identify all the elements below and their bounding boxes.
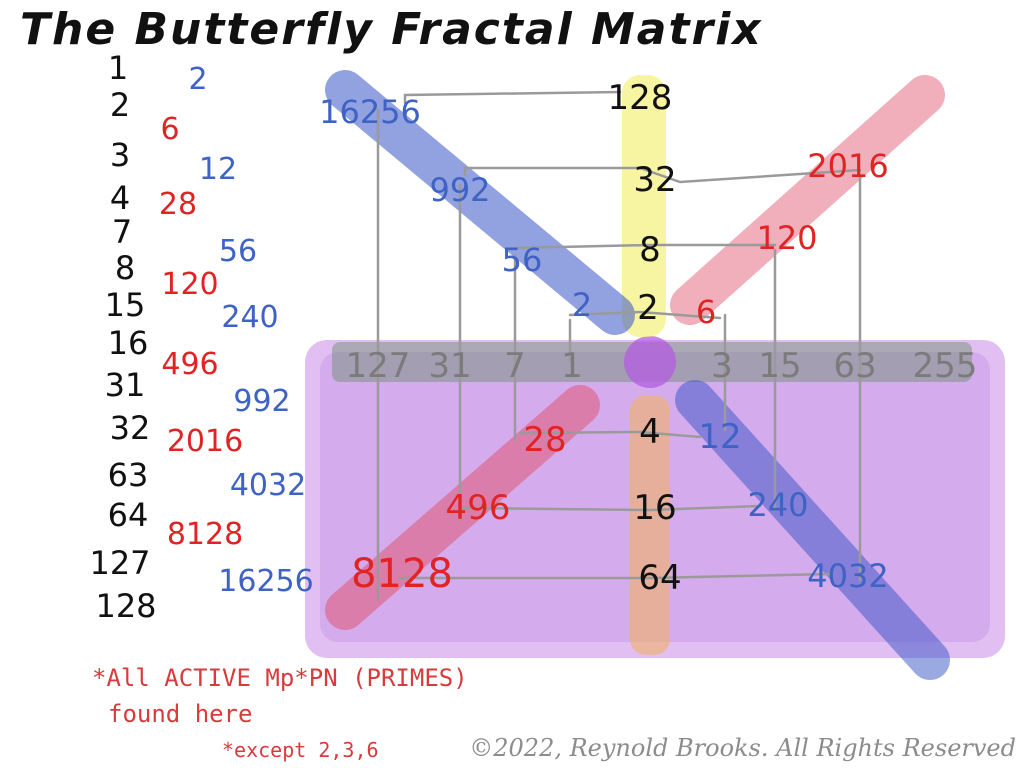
blue-value: 992 xyxy=(233,384,291,419)
ur-red-value: 2016 xyxy=(807,147,889,185)
red-value: 120 xyxy=(161,267,219,302)
blue-value: 2 xyxy=(188,62,208,97)
red-value: 2016 xyxy=(166,424,244,459)
orange-band xyxy=(630,395,670,655)
k-value: 1 xyxy=(107,49,129,87)
red-band-upper-right xyxy=(670,75,945,325)
copyright: ©2022, Reynold Brooks. All Rights Reserv… xyxy=(469,734,1016,762)
red-value: 6 xyxy=(160,112,180,147)
red-value: 28 xyxy=(158,187,198,222)
k-value: 64 xyxy=(107,496,149,534)
k-value: 128 xyxy=(95,587,157,625)
ul-blue-value: 2 xyxy=(571,286,593,324)
k-value: 3 xyxy=(109,136,131,174)
ll-red-value: 496 xyxy=(445,488,511,528)
k-value: 63 xyxy=(107,456,149,494)
ll-red-value: 8128 xyxy=(351,551,453,597)
k-value: 4 xyxy=(109,179,131,217)
center-bottom-value: 16 xyxy=(633,488,677,528)
gray-right-value: 255 xyxy=(912,346,978,386)
blue-value: 16256 xyxy=(218,564,314,599)
ur-red-value: 6 xyxy=(695,293,717,331)
red-value: 496 xyxy=(161,347,219,382)
gray-right-value: 15 xyxy=(758,346,802,386)
blue-band-upper-left xyxy=(325,70,635,335)
gray-left-value: 1 xyxy=(561,346,583,386)
k-value: 127 xyxy=(89,544,151,582)
k-value: 16 xyxy=(107,324,149,362)
note-line-2: found here xyxy=(108,700,253,728)
gray-right-value: 63 xyxy=(833,346,877,386)
gray-left-value: 7 xyxy=(504,346,526,386)
k-value: 2 xyxy=(109,86,131,124)
center-node xyxy=(624,336,676,388)
page-title: The Butterfly Fractal Matrix xyxy=(20,4,763,55)
lr-blue-value: 240 xyxy=(747,486,809,524)
blue-value: 56 xyxy=(218,234,258,269)
note-line-3: *except 2,3,6 xyxy=(222,738,379,762)
ur-red-value: 120 xyxy=(756,219,818,257)
grid-lines xyxy=(376,90,862,602)
k-value: 32 xyxy=(109,409,151,447)
center-top-value: 8 xyxy=(639,230,661,270)
gray-left-value: 127 xyxy=(345,346,411,386)
gray-left-value: 31 xyxy=(428,346,472,386)
center-bottom-value: 64 xyxy=(638,558,682,598)
gray-right-value: 3 xyxy=(711,346,733,386)
lr-blue-value: 12 xyxy=(698,417,742,457)
k-value: 15 xyxy=(104,286,146,324)
yellow-band xyxy=(622,75,666,337)
blue-band-lower-right xyxy=(675,380,950,680)
blue-value: 240 xyxy=(221,300,279,335)
lr-blue-value: 4032 xyxy=(807,557,889,595)
center-top-value: 32 xyxy=(633,160,677,200)
blue-value: 4032 xyxy=(229,468,307,503)
center-bottom-value: 4 xyxy=(639,412,661,452)
ll-red-value: 28 xyxy=(523,420,567,460)
ul-blue-value: 56 xyxy=(501,241,543,279)
k-value: 31 xyxy=(104,366,146,404)
k-value: 8 xyxy=(114,249,136,287)
ul-blue-value: 16256 xyxy=(319,93,421,131)
ul-blue-value: 992 xyxy=(429,171,491,209)
note-line-1: *All ACTIVE Mp*PN (PRIMES) xyxy=(92,664,468,692)
k-value: 7 xyxy=(111,213,133,251)
blue-value: 12 xyxy=(198,152,238,187)
center-top-value: 128 xyxy=(607,78,673,118)
red-value: 8128 xyxy=(166,517,244,552)
center-top-value: 2 xyxy=(637,288,659,328)
